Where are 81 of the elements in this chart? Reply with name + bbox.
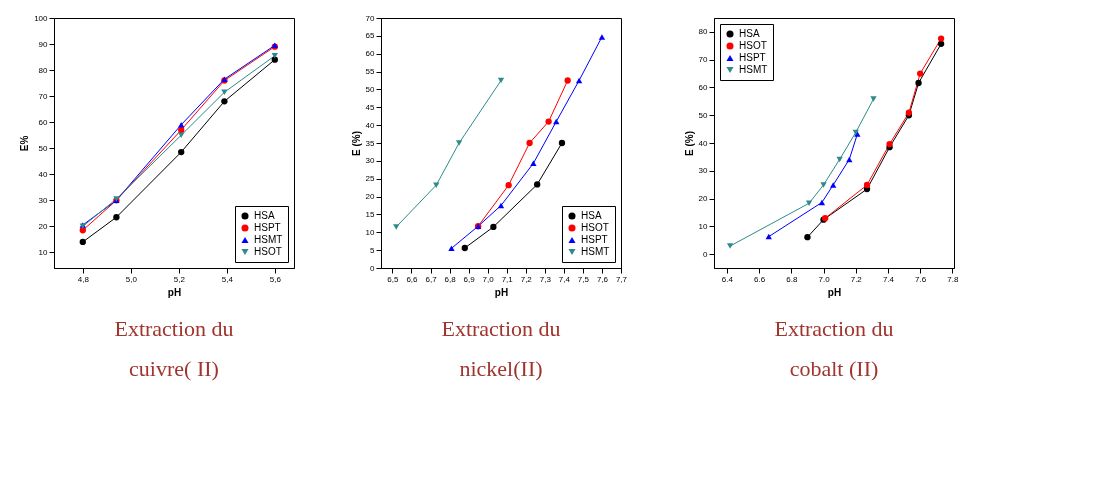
x-tick-label: 5,0: [125, 274, 138, 284]
x-axis-title: pH: [167, 286, 182, 298]
x-tick-label: 7,6: [596, 274, 609, 284]
text: Extraction du nickel(II): [441, 316, 561, 381]
y-tick-label: 40: [38, 169, 49, 179]
x-axis-title: pH: [827, 286, 842, 298]
y-tick-label: 45: [365, 102, 376, 112]
y-tick-label: 60: [365, 49, 376, 59]
x-axis-title: pH: [494, 286, 509, 298]
x-tick-label: 6,9: [463, 274, 476, 284]
x-tick-label: 7,4: [558, 274, 571, 284]
y-tick-label: 20: [698, 194, 709, 204]
legend-label: HSPT: [739, 52, 766, 63]
y-tick-label: 20: [38, 221, 49, 231]
x-tick-label: 5,2: [173, 274, 186, 284]
text: Extraction du cuivre( II): [114, 316, 234, 381]
y-tick-label: 80: [38, 65, 49, 75]
x-tick-label: 6,5: [387, 274, 400, 284]
y-tick-label: 30: [38, 195, 49, 205]
legend-label: HSMT: [739, 64, 768, 75]
legend-label: HSA: [739, 28, 760, 39]
x-tick-label: 6,8: [444, 274, 457, 284]
y-tick-label: 0: [370, 263, 376, 273]
x-tick-label: 7.8: [947, 274, 959, 284]
y-tick-label: 70: [698, 55, 709, 65]
y-tick-label: 35: [365, 138, 376, 148]
y-tick-label: 10: [38, 247, 49, 257]
y-tick-label: 60: [698, 82, 709, 92]
y-tick-label: 5: [370, 245, 376, 255]
y-tick-label: 50: [38, 143, 49, 153]
legend-label: HSMT: [254, 234, 283, 245]
x-tick-label: 6,7: [425, 274, 438, 284]
x-tick-label: 7.4: [882, 274, 895, 284]
legend-label: HSOT: [254, 246, 282, 257]
y-tick-label: 40: [365, 120, 376, 130]
x-tick-label: 4,8: [77, 274, 90, 284]
x-tick-label: 5,4: [221, 274, 234, 284]
y-tick-label: 55: [365, 67, 376, 77]
y-tick-label: 90: [38, 39, 49, 49]
legend-label: HSA: [254, 210, 275, 221]
x-tick-label: 6.8: [786, 274, 798, 284]
y-tick-label: 70: [365, 13, 376, 23]
x-tick-label: 5,6: [269, 274, 282, 284]
y-tick-label: 50: [365, 84, 376, 94]
legend-label: HSOT: [581, 222, 609, 233]
x-tick-label: 7.2: [850, 274, 863, 284]
y-axis-title: E%: [19, 135, 31, 152]
x-tick-label: 6.6: [754, 274, 766, 284]
y-tick-label: 50: [698, 110, 709, 120]
y-tick-label: 0: [703, 249, 709, 259]
legend-label: HSOT: [739, 40, 767, 51]
legend-label: HSA: [581, 210, 602, 221]
y-axis-title: E (%): [683, 131, 695, 156]
y-tick-label: 30: [698, 166, 709, 176]
y-tick-label: 15: [365, 209, 376, 219]
y-tick-label: 20: [365, 192, 376, 202]
y-tick-label: 65: [365, 31, 376, 41]
y-tick-label: 60: [38, 117, 49, 127]
x-tick-label: 7,2: [520, 274, 533, 284]
x-tick-label: 7,5: [577, 274, 590, 284]
y-tick-label: 25: [365, 174, 376, 184]
x-tick-label: 7.6: [915, 274, 927, 284]
x-tick-label: 7,1: [501, 274, 514, 284]
y-tick-label: 10: [698, 221, 709, 231]
y-tick-label: 70: [38, 91, 49, 101]
y-tick-label: 100: [34, 13, 49, 23]
x-tick-label: 6,6: [406, 274, 419, 284]
y-axis-title: E (%): [350, 131, 362, 156]
x-tick-label: 7,0: [482, 274, 495, 284]
y-tick-label: 80: [698, 27, 709, 37]
x-tick-label: 6.4: [721, 274, 734, 284]
text: Extraction du cobalt (II): [774, 316, 894, 381]
x-tick-label: 7,7: [615, 274, 628, 284]
x-tick-label: 7.0: [818, 274, 831, 284]
y-tick-label: 40: [698, 138, 709, 148]
legend-label: HSMT: [581, 246, 610, 257]
y-tick-label: 10: [365, 227, 376, 237]
y-tick-label: 30: [365, 156, 376, 166]
x-tick-label: 7,3: [539, 274, 552, 284]
legend-label: HSPT: [581, 234, 608, 245]
legend-label: HSPT: [254, 222, 281, 233]
